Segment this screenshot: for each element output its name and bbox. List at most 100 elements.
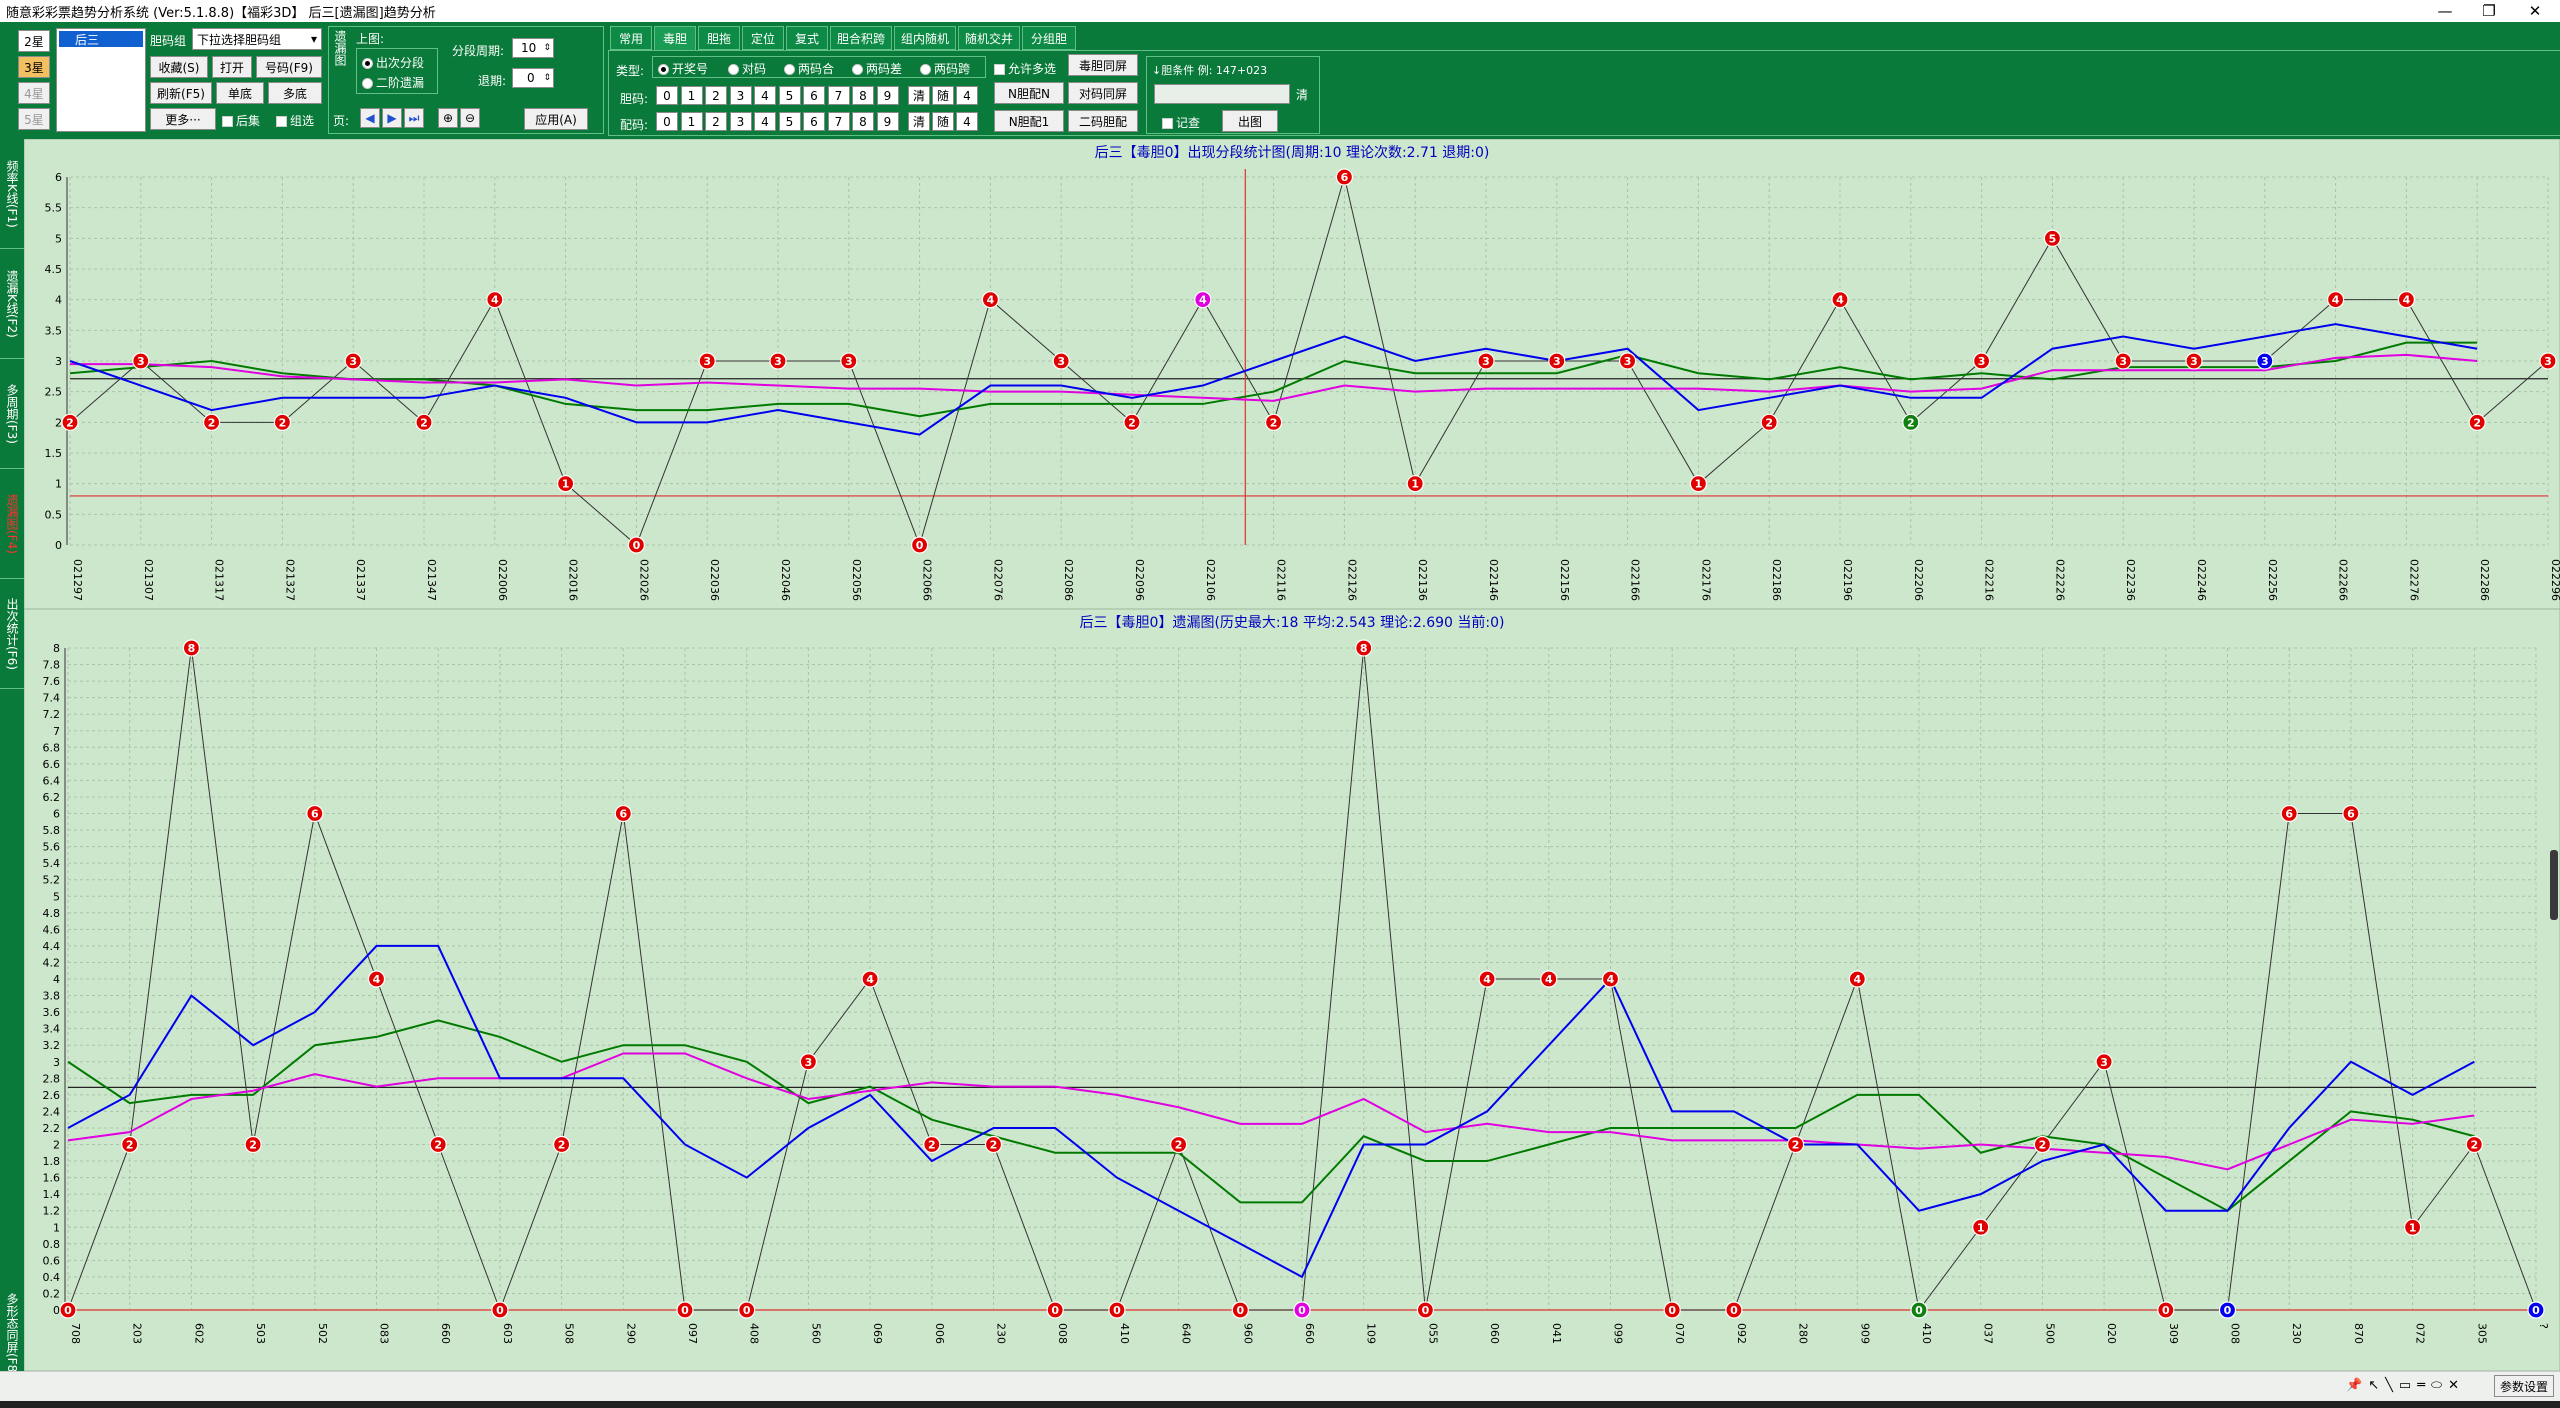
dan-digit-4[interactable]: 4 xyxy=(754,86,776,105)
tab-compound[interactable]: 复式 xyxy=(786,26,828,50)
zoom-out-icon[interactable]: ⊖ xyxy=(460,108,480,128)
left-tab-1[interactable]: 遗漏K线(F2) xyxy=(0,249,24,359)
dan-digit-9[interactable]: 9 xyxy=(876,86,899,105)
dan-digit-8[interactable]: 8 xyxy=(852,86,874,105)
condition-clear[interactable]: 清 xyxy=(1296,88,1309,102)
dan-digit-5[interactable]: 5 xyxy=(778,86,801,105)
pei-count-stepper[interactable]: 4 xyxy=(956,112,978,131)
minimize-icon[interactable]: — xyxy=(2437,2,2453,20)
memo-check[interactable]: 记查 xyxy=(1162,114,1200,131)
left-tab-bar: 频率K线(F1) 遗漏K线(F2) 多周期(F3) 遗漏图(F4) 出次统计(F6) 多形… xyxy=(0,139,24,1401)
dan-digit-7[interactable]: 7 xyxy=(827,86,850,105)
last-page-icon[interactable]: ⏭ xyxy=(404,108,424,128)
left-tab-0[interactable]: 频率K线(F1) xyxy=(0,139,24,249)
type-sum[interactable]: 两码合 xyxy=(784,60,834,77)
left-tab-3[interactable]: 遗漏图(F4) xyxy=(0,469,24,579)
tab-poison-dan[interactable]: 毒胆 xyxy=(654,26,696,50)
tab-group-random[interactable]: 组内随机 xyxy=(894,26,956,50)
x-tick-label: 870 xyxy=(2352,1323,2365,1344)
pei-digit-6[interactable]: 6 xyxy=(803,112,825,131)
scrollbar-thumb[interactable] xyxy=(2550,850,2558,920)
delete-icon[interactable]: ✕ xyxy=(2448,1378,2460,1393)
pei-digit-7[interactable]: 7 xyxy=(827,112,850,131)
dan-digit-0[interactable]: 0 xyxy=(656,86,678,105)
tab-dan-tuo[interactable]: 胆拖 xyxy=(698,26,740,50)
pei-digit-3[interactable]: 3 xyxy=(729,112,752,131)
period-stepper[interactable]: 10 ⇕ xyxy=(512,38,554,58)
prev-page-icon[interactable]: ◀ xyxy=(360,108,380,128)
data-point xyxy=(1231,1301,1249,1319)
pei-digit-9[interactable]: 9 xyxy=(876,112,899,131)
restore-icon[interactable]: ❐ xyxy=(2482,2,2496,20)
next-page-icon[interactable]: ▶ xyxy=(382,108,402,128)
star-2-button[interactable]: 2星 xyxy=(18,30,50,52)
type-draw[interactable]: 开奖号 xyxy=(658,60,708,77)
pei-digit-0[interactable]: 0 xyxy=(656,112,678,131)
multi-button[interactable]: 多底 xyxy=(268,82,322,104)
poison-dup-button[interactable]: 毒胆同屏 xyxy=(1068,54,1138,76)
pei-clear-button[interactable]: 清 xyxy=(908,112,930,131)
star-3-button[interactable]: 3星 xyxy=(18,56,50,78)
type-diff[interactable]: 两码差 xyxy=(852,60,902,77)
ellipse-icon[interactable]: ⬭ xyxy=(2431,1378,2443,1393)
settings-button[interactable]: 参数设置 xyxy=(2494,1375,2554,1397)
single-button[interactable]: 单底 xyxy=(216,82,264,104)
pei-random-button[interactable]: 随 xyxy=(932,112,954,131)
tab-position[interactable]: 定位 xyxy=(742,26,784,50)
group-select[interactable]: 下拉选择胆码组 ▾ xyxy=(192,28,322,50)
type-pair[interactable]: 对码 xyxy=(728,60,766,77)
pei-digit-5[interactable]: 5 xyxy=(778,112,801,131)
tab-group-dan[interactable]: 分组胆 xyxy=(1022,26,1076,50)
refresh-button[interactable]: 刷新(F5) xyxy=(150,82,212,104)
dan-digit-1[interactable]: 1 xyxy=(680,86,703,105)
dan-count-stepper[interactable]: 4 xyxy=(956,86,978,105)
dan-digit-6[interactable]: 6 xyxy=(803,86,825,105)
radio-second-order[interactable]: 二阶遗漏 xyxy=(362,74,424,91)
dan-clear-button[interactable]: 清 xyxy=(908,86,930,105)
n-dan-n-button[interactable]: N胆配N xyxy=(994,82,1064,104)
y-tick-label: 2.8 xyxy=(43,1072,61,1085)
n-dan-1-button[interactable]: N胆配1 xyxy=(994,110,1064,132)
close-icon[interactable]: ✕ xyxy=(2528,2,2542,20)
pin-icon[interactable]: 📌 xyxy=(2346,1378,2363,1393)
left-tab-2[interactable]: 多周期(F3) xyxy=(0,359,24,469)
list-item[interactable]: 后三 xyxy=(59,31,143,47)
pair-dup-button[interactable]: 对码同屏 xyxy=(1068,82,1138,104)
star-5-button[interactable]: 5星 xyxy=(18,108,50,130)
tab-common[interactable]: 常用 xyxy=(610,26,652,50)
radio-segment[interactable]: 出次分段 xyxy=(362,54,424,71)
zoom-in-icon[interactable]: ⊕ xyxy=(438,108,458,128)
tab-sum-span[interactable]: 胆合积跨 xyxy=(830,26,892,50)
back-period-stepper[interactable]: 0 ⇕ xyxy=(512,68,554,88)
dan-digit-2[interactable]: 2 xyxy=(705,86,727,105)
pei-digit-1[interactable]: 1 xyxy=(680,112,703,131)
open-button[interactable]: 打开 xyxy=(212,56,252,78)
y-tick-label: 4.2 xyxy=(43,956,61,969)
condition-input[interactable] xyxy=(1154,84,1290,104)
apply-button[interactable]: 应用(A) xyxy=(524,108,588,130)
pei-digit-2[interactable]: 2 xyxy=(705,112,727,131)
line-icon[interactable]: ╲ xyxy=(2385,1378,2393,1393)
y-tick-label: 7.4 xyxy=(43,692,61,705)
pei-digit-4[interactable]: 4 xyxy=(754,112,776,131)
type-span[interactable]: 两码跨 xyxy=(920,60,970,77)
pei-digit-8[interactable]: 8 xyxy=(852,112,874,131)
dan-digit-3[interactable]: 3 xyxy=(729,86,752,105)
position-list[interactable]: 后三 xyxy=(56,28,146,132)
chart-out-button[interactable]: 出图 xyxy=(1222,110,1278,132)
x-tick-label: 230 xyxy=(995,1323,1008,1344)
star-4-button[interactable]: 4星 xyxy=(18,82,50,104)
tab-random-cross[interactable]: 随机交并 xyxy=(958,26,1020,50)
cursor-icon[interactable]: ↖ xyxy=(2368,1378,2380,1393)
back-check[interactable]: 后集 xyxy=(222,112,260,129)
collect-button[interactable]: 收藏(S) xyxy=(150,56,208,78)
code-button[interactable]: 号码(F9) xyxy=(256,56,322,78)
two-code-button[interactable]: 二码胆配 xyxy=(1068,110,1138,132)
dan-random-button[interactable]: 随 xyxy=(932,86,954,105)
rect-icon[interactable]: ▭ xyxy=(2398,1378,2412,1393)
hline-icon[interactable]: ═ xyxy=(2417,1378,2426,1393)
more-button[interactable]: 更多··· xyxy=(150,108,216,130)
allow-multi-check[interactable]: 允许多选 xyxy=(994,60,1056,77)
combo-check[interactable]: 组选 xyxy=(276,112,314,129)
left-tab-4[interactable]: 出次统计(F6) xyxy=(0,579,24,689)
